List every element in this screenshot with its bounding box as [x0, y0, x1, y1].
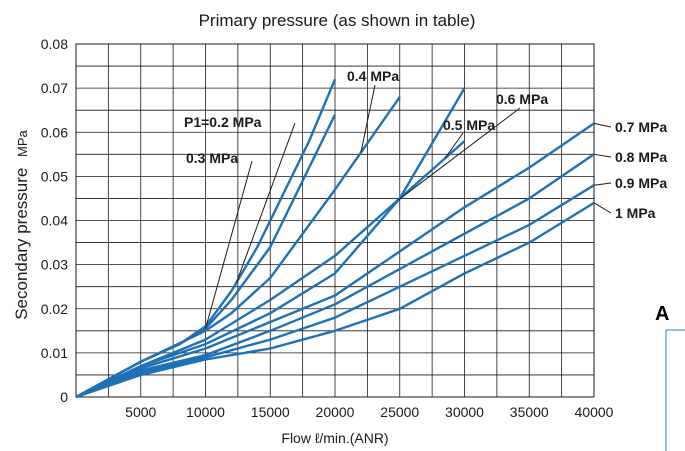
chart-title: Primary pressure (as shown in table)	[199, 11, 476, 30]
y-tick-label: 0.07	[41, 80, 68, 96]
x-tick-label: 30000	[445, 404, 484, 420]
x-tick-label: 5000	[125, 404, 156, 420]
series-annotation: 0.8 MPa	[615, 149, 667, 165]
x-axis-label: Flow ℓ/min.(ANR)	[281, 430, 388, 446]
side-panel-letter: A	[655, 303, 669, 325]
y-tick-label: 0.01	[41, 345, 68, 361]
y-tick-label: 0	[60, 389, 68, 405]
x-tick-label: 40000	[575, 404, 614, 420]
series-annotation: 0.7 MPa	[615, 119, 667, 135]
x-tick-label: 35000	[510, 404, 549, 420]
series-annotation: 0.4 MPa	[347, 68, 399, 84]
y-axis-label-text: Secondary pressure	[12, 168, 31, 320]
x-tick-label: 15000	[251, 404, 290, 420]
side-panel-box	[665, 329, 685, 451]
y-tick-label: 0.08	[41, 36, 68, 52]
plot-frame	[75, 43, 595, 398]
y-tick-label: 0.06	[41, 124, 68, 140]
y-tick-label: 0.04	[41, 213, 68, 229]
x-tick-label: 10000	[186, 404, 225, 420]
series-line	[75, 122, 595, 399]
series-annotation: 0.3 MPa	[186, 150, 238, 166]
annotation-leader	[360, 84, 376, 153]
grid	[75, 43, 595, 398]
y-axis-unit: MPa	[15, 129, 30, 157]
x-tick-label: 25000	[380, 404, 419, 420]
series-line	[75, 184, 595, 399]
y-tick-label: 0.02	[41, 301, 68, 317]
annotation-leader	[236, 122, 296, 283]
y-tick-label: 0.03	[41, 257, 68, 273]
series-annotation: 0.6 MPa	[496, 91, 548, 107]
annotation-leader	[593, 122, 612, 128]
annotation-leader	[593, 202, 612, 214]
annotation-leader	[444, 132, 464, 159]
series-line	[75, 96, 401, 399]
y-tick-label: 0.05	[41, 168, 68, 184]
series-annotation: P1=0.2 MPa	[184, 114, 262, 130]
annotation-leader	[205, 160, 253, 329]
series-annotation: 1 MPa	[615, 205, 656, 221]
annotation-leader	[593, 182, 612, 186]
annotation-leaders	[205, 84, 612, 329]
series-annotation: 0.9 MPa	[615, 175, 667, 191]
annotation-leader	[593, 153, 612, 158]
series-annotation: 0.5 MPa	[443, 117, 495, 133]
series-line	[75, 153, 595, 399]
y-axis-label: Secondary pressure MPa	[12, 129, 31, 319]
series-line	[75, 201, 595, 399]
x-tick-label: 20000	[316, 404, 355, 420]
tick-labels: 5000 10000 15000 20000 25000 30000 35000 40000 0…	[41, 36, 614, 420]
annotation-leader	[398, 107, 521, 201]
